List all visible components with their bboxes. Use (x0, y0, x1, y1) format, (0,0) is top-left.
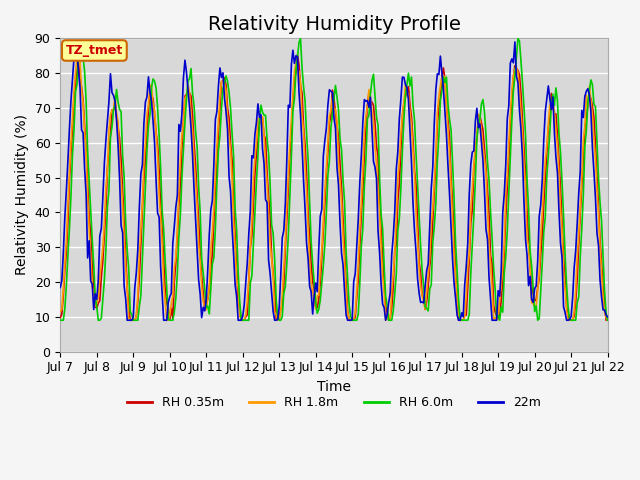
Text: TZ_tmet: TZ_tmet (66, 44, 123, 57)
Legend: RH 0.35m, RH 1.8m, RH 6.0m, 22m: RH 0.35m, RH 1.8m, RH 6.0m, 22m (122, 391, 545, 414)
X-axis label: Time: Time (317, 380, 351, 394)
Title: Relativity Humidity Profile: Relativity Humidity Profile (207, 15, 460, 34)
Y-axis label: Relativity Humidity (%): Relativity Humidity (%) (15, 114, 29, 276)
